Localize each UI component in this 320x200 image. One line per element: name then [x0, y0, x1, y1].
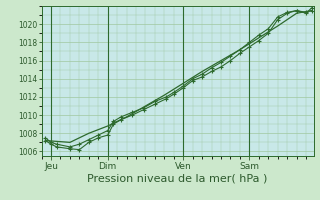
X-axis label: Pression niveau de la mer( hPa ): Pression niveau de la mer( hPa ) — [87, 173, 268, 183]
